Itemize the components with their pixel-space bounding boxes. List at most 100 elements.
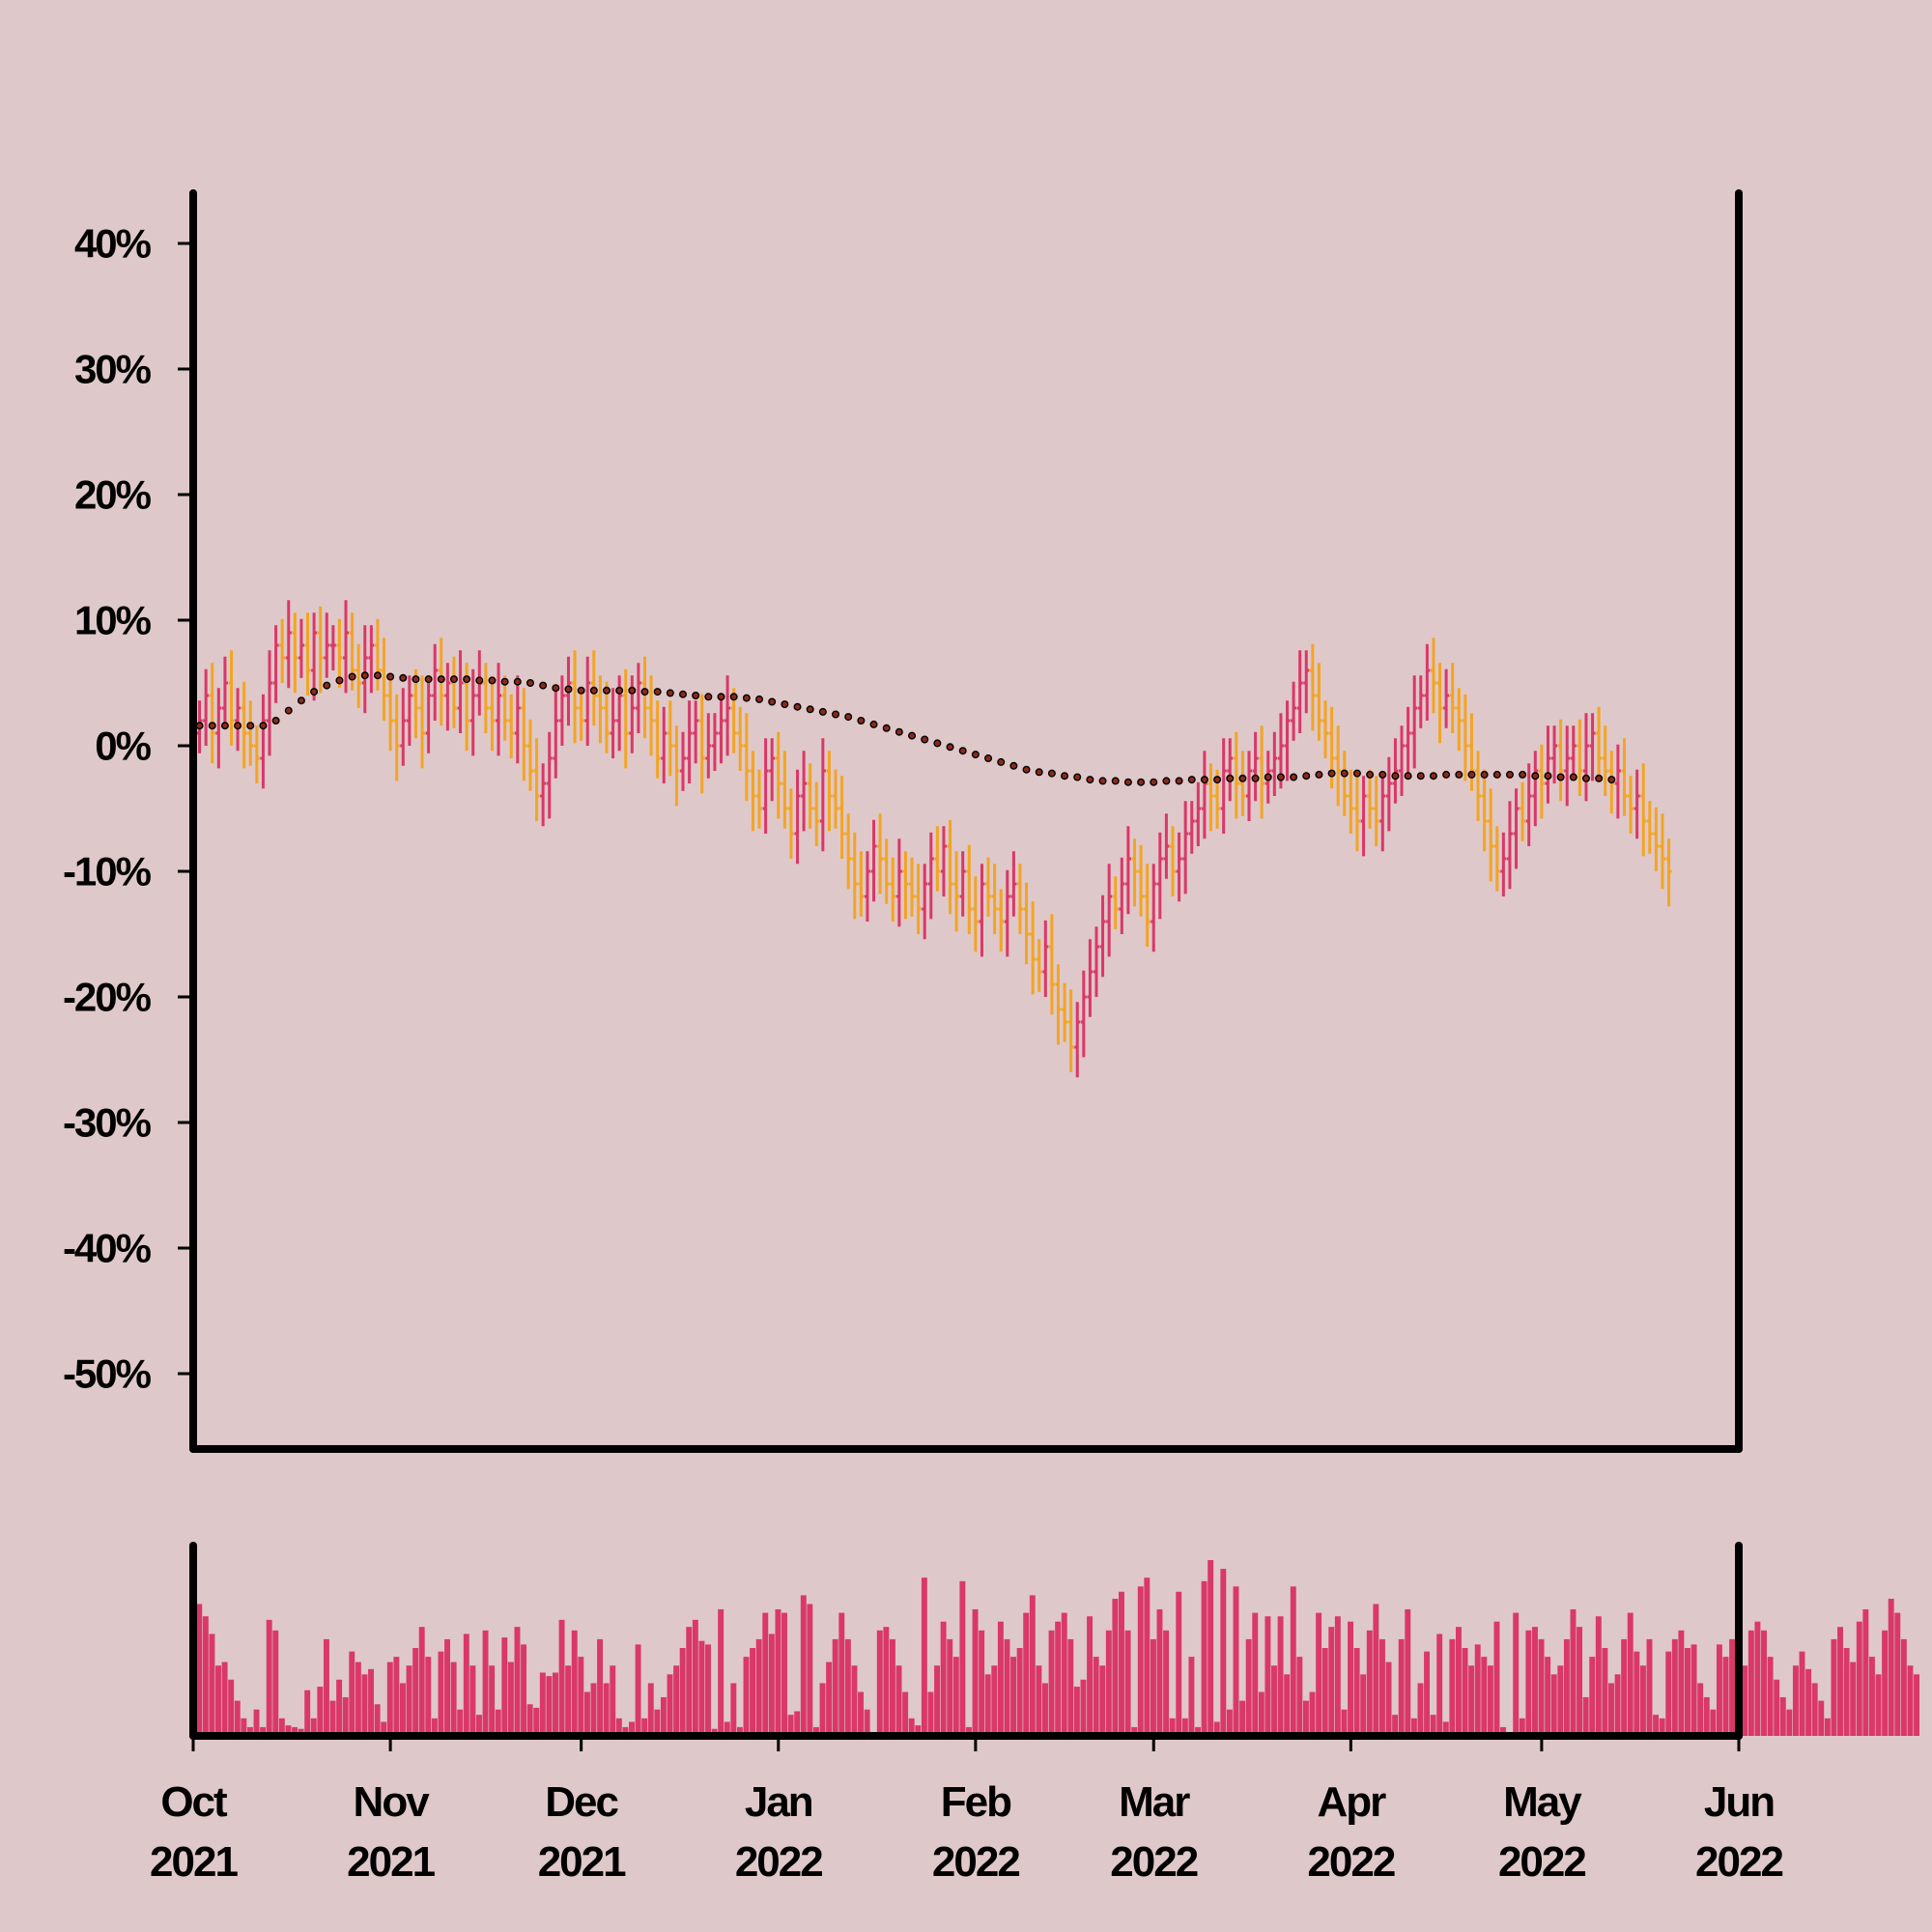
volume-bar [578,1657,584,1736]
volume-bar [622,1726,629,1736]
price-bar [1373,776,1379,846]
price-bar [1296,650,1303,733]
price-bar [1176,832,1182,902]
trend-point [666,689,674,697]
price-bar [1220,738,1227,834]
x-tick-year: 2022 [1498,1838,1585,1886]
volume-bar [635,1644,641,1736]
trend-point [1569,773,1577,781]
price-bar [1430,638,1436,714]
price-bar [1589,713,1596,781]
price-bar [1417,675,1424,728]
volume-bar [1328,1627,1335,1736]
price-bar [1335,725,1342,807]
volume-bar [1595,1616,1602,1736]
price-bar [1042,920,1049,997]
price-bar [883,838,890,904]
price-bar [1385,756,1392,832]
price-bar [622,668,629,769]
volume-bar [844,1638,851,1736]
volume-bar [521,1644,527,1736]
volume-bar [266,1619,272,1736]
price-bar [1628,776,1634,834]
price-bar [279,618,286,683]
x-tick-year: 2022 [1307,1838,1394,1886]
volume-bar [991,1665,998,1736]
volume-bar [1137,1586,1144,1736]
price-bar [1138,844,1145,917]
price-bar [311,612,318,701]
volume-bar [196,1604,203,1736]
price-bar [1405,706,1411,777]
volume-bar [1405,1608,1411,1736]
volume-bar [1188,1657,1195,1736]
volume-bar [1811,1683,1818,1736]
trend-point [1467,770,1476,779]
volume-bar [972,1608,979,1736]
trend-point [1150,778,1158,786]
price-bar [1379,776,1386,852]
volume-bar [1589,1657,1596,1736]
volume-bar [940,1621,947,1736]
volume-bar [1659,1718,1665,1736]
trend-point [1366,770,1375,779]
price-bar [1653,807,1660,871]
price-bar [521,688,527,781]
volume-bar [1245,1638,1252,1736]
price-bar [260,694,267,789]
volume-bar [927,1691,934,1736]
price-bar [1449,663,1456,733]
volume-bar [558,1619,565,1736]
trend-point [1226,774,1235,782]
volume-bar [1290,1586,1296,1736]
price-bar [558,675,565,746]
price-bar [387,675,394,752]
price-bar [1227,738,1234,802]
price-bar [1163,813,1170,879]
price-bar [1055,964,1062,1045]
price-bar [1481,769,1488,852]
x-tick-month: May [1503,1778,1582,1826]
price-bar [336,618,343,689]
price-bar [1303,650,1310,714]
volume-bar [997,1621,1004,1736]
price-bar [355,643,362,708]
price-bar [1271,731,1278,796]
volume-bar [1264,1616,1271,1736]
trend-point [1340,769,1349,778]
price-bar [1087,939,1094,1017]
volume-bar [1602,1648,1608,1736]
y-tick-label: -10% [63,849,152,895]
volume-bar [775,1608,781,1736]
price-bar [1322,700,1329,758]
trend-point [882,724,891,732]
price-bar [667,700,673,777]
trend-point [921,735,929,744]
volume-bar [1862,1608,1869,1736]
volume-bar [304,1690,311,1736]
trend-point [373,671,382,680]
volume-bar [1570,1608,1577,1736]
trend-point [552,684,560,693]
price-bar [1016,864,1023,934]
volume-bar [1341,1709,1348,1736]
price-bar [762,738,769,834]
volume-bar [736,1726,743,1736]
price-bar [1291,681,1297,741]
price-bar [241,681,247,769]
trend-point [1073,773,1082,781]
price-bar [578,688,584,741]
price-bar [1564,725,1571,807]
price-bar [1144,864,1151,947]
volume-bar [851,1665,858,1736]
price-bar [1169,826,1176,896]
trend-point [577,686,585,695]
price-bar [597,675,604,744]
volume-bar [1410,1718,1417,1736]
price-bar [1074,1002,1081,1078]
price-bar [705,713,712,779]
volume-bar [1519,1718,1525,1736]
x-tick-month: Feb [941,1778,1011,1826]
price-bar [813,781,820,846]
